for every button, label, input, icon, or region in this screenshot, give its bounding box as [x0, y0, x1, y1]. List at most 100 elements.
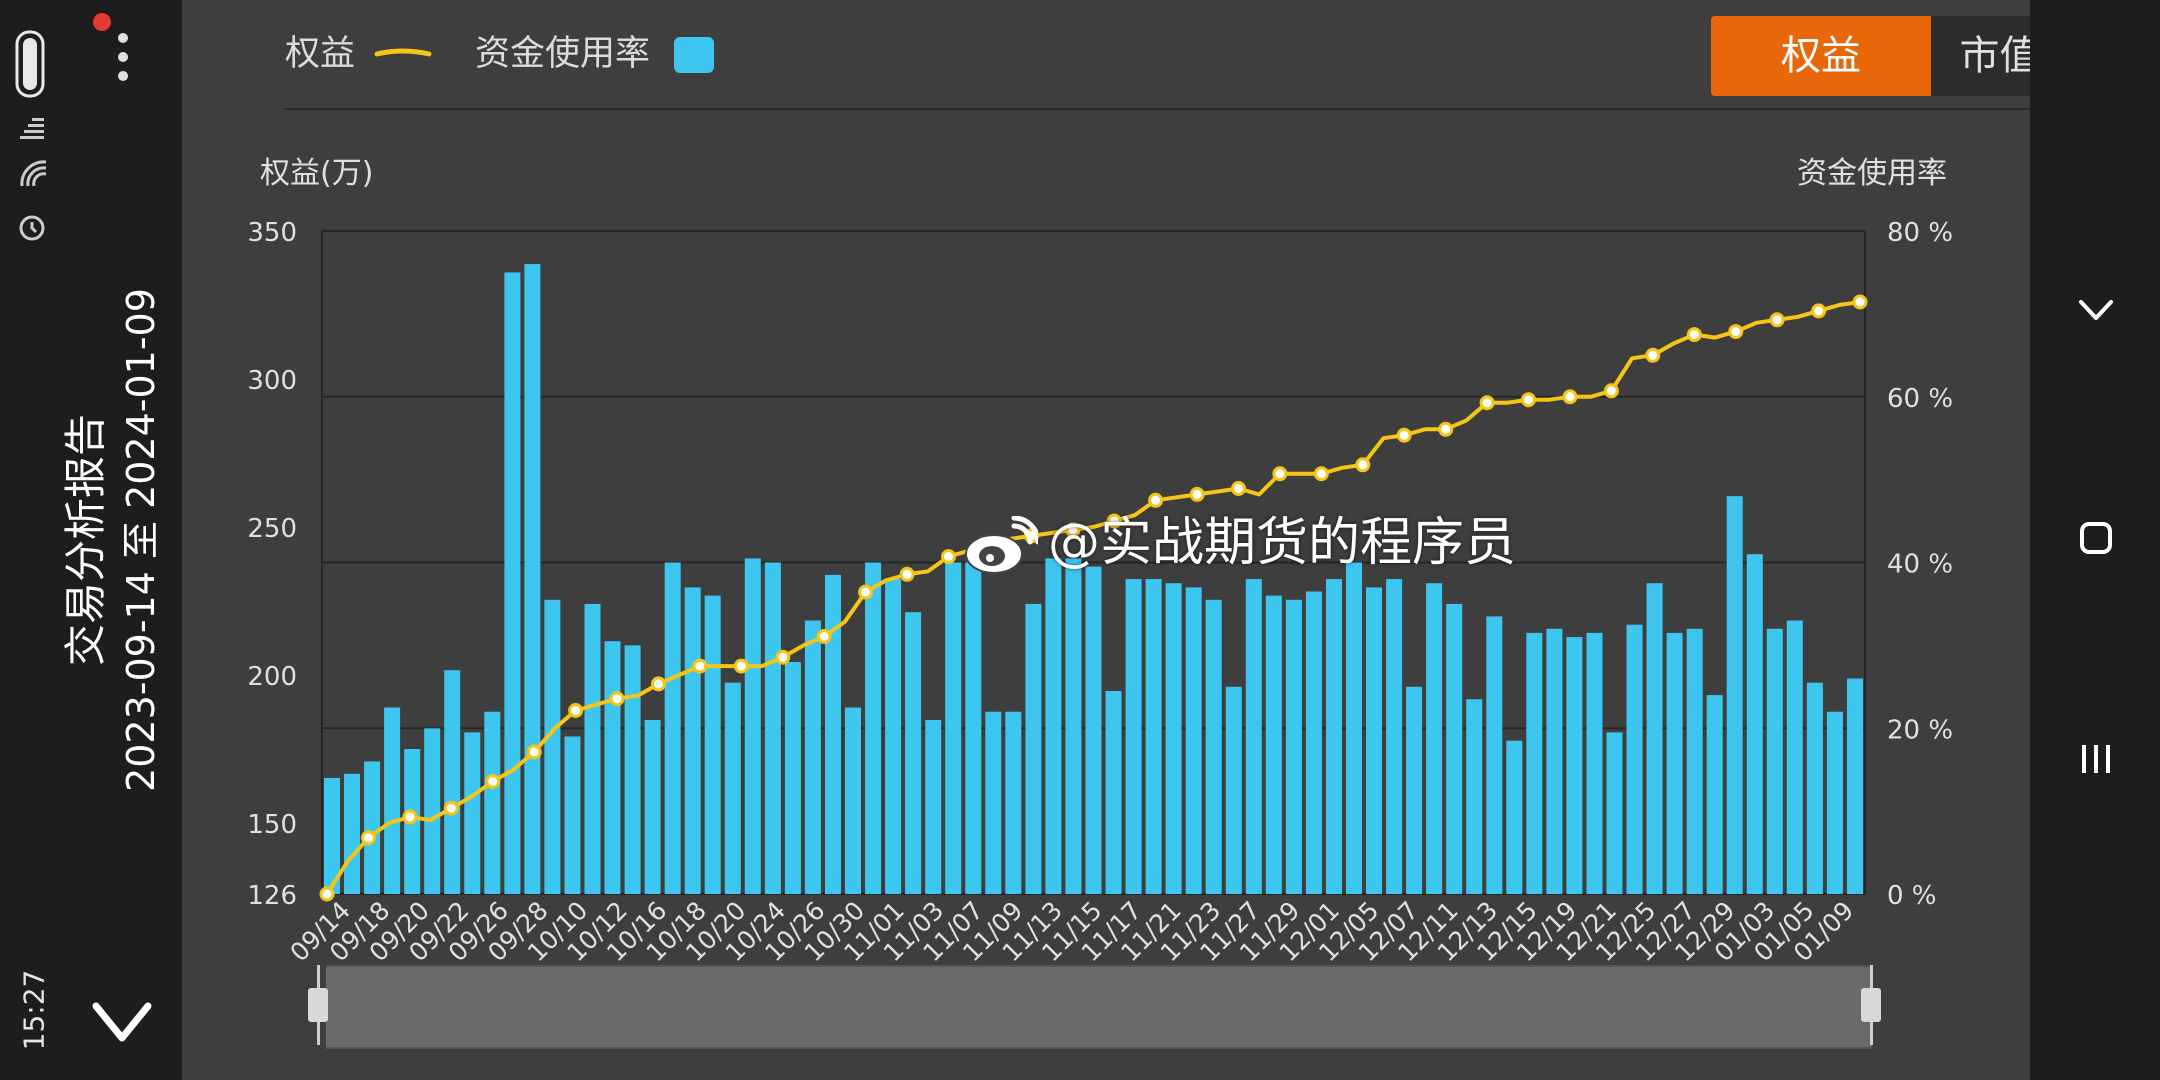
usage-bar	[384, 707, 401, 894]
equity-point	[858, 584, 874, 600]
y-tick-label: 300	[247, 366, 297, 396]
usage-bar	[1466, 699, 1483, 894]
y2-tick-label: 20 %	[1887, 715, 1953, 745]
equity-point	[1313, 466, 1329, 482]
equity-point	[1106, 513, 1122, 529]
usage-bar	[1145, 579, 1162, 894]
y2-axis-title: 资金使用率	[1797, 156, 1947, 191]
usage-bar	[1125, 579, 1142, 894]
y-tick-label: 250	[247, 514, 297, 544]
legend-divider	[284, 108, 2147, 110]
usage-bar	[1005, 711, 1022, 894]
legend-usage-label: 资金使用率	[475, 34, 651, 74]
usage-bar	[1786, 620, 1803, 894]
y-tick-label: 350	[247, 218, 297, 248]
home-button-icon[interactable]	[2078, 520, 2114, 556]
usage-bar	[825, 574, 841, 894]
equity-point	[1645, 347, 1661, 363]
y-tick-label: 126	[247, 881, 297, 911]
y2-tick-label: 40 %	[1887, 550, 1953, 580]
report-date-range: 2023-09-14 至 2024-01-09	[119, 288, 163, 792]
dropdown-chevron-icon[interactable]	[2078, 298, 2114, 324]
equity-point	[1355, 457, 1371, 473]
usage-bar	[1526, 632, 1543, 894]
usage-bar	[1606, 732, 1623, 894]
usage-bar	[784, 662, 801, 894]
usage-bar	[1205, 599, 1222, 894]
usage-bar	[1646, 583, 1663, 894]
equity-point	[568, 703, 584, 718]
usage-bar	[1185, 587, 1202, 894]
equity-point	[1728, 324, 1744, 340]
equity-usage-chart: 权益(万) 资金使用率 0 % 20 % 40 % 60 % 80 % 126 150 200 25…	[247, 156, 1953, 967]
equity-point	[941, 549, 956, 565]
equity-point	[402, 809, 418, 825]
equity-point	[899, 566, 915, 582]
range-slider-right-grip[interactable]	[1861, 988, 1881, 1022]
equity-point	[1479, 395, 1495, 411]
usage-bar	[1326, 579, 1342, 894]
usage-bar	[905, 612, 922, 894]
usage-bar	[544, 599, 561, 894]
equity-point	[1438, 421, 1454, 437]
usage-bar	[624, 645, 641, 894]
watermark-text: @实战期货的程序员	[1048, 513, 1517, 573]
equity-point	[733, 658, 749, 674]
usage-bar	[985, 711, 1002, 894]
usage-bar	[1045, 558, 1062, 894]
usage-bar	[885, 579, 902, 894]
usage-bar	[945, 562, 962, 894]
equity-point	[360, 830, 376, 846]
legend-equity-swatch	[374, 48, 432, 57]
y-axis-title: 权益(万)	[260, 156, 373, 191]
usage-bar	[1265, 595, 1282, 894]
collapse-chevron-icon[interactable]	[92, 1000, 152, 1044]
report-title: 交易分析报告	[61, 414, 110, 667]
usage-bar	[1566, 637, 1583, 894]
equity-point	[1148, 492, 1164, 508]
usage-bar	[364, 761, 381, 894]
equity-point	[1811, 303, 1827, 319]
usage-bar	[1426, 583, 1443, 894]
equity-point	[1231, 481, 1246, 496]
equity-point	[319, 886, 335, 902]
y-tick-label: 200	[247, 662, 297, 692]
usage-bar	[1065, 558, 1082, 894]
usage-bar	[1486, 616, 1503, 894]
more-menu-icon[interactable]	[114, 30, 132, 84]
notification-dot-icon	[93, 13, 111, 31]
range-slider-left-grip[interactable]	[308, 988, 328, 1022]
alarm-icon	[19, 215, 45, 241]
usage-bar	[684, 587, 701, 894]
watermark: @实战期货的程序员	[962, 508, 1516, 578]
usage-bar	[1706, 695, 1723, 894]
y-tick-label: 150	[247, 810, 297, 840]
usage-bar	[644, 720, 661, 894]
legend-usage-swatch	[674, 37, 714, 73]
equity-point	[443, 800, 459, 816]
usage-bar	[1346, 562, 1362, 894]
usage-bar	[584, 603, 601, 894]
equity-point	[1521, 392, 1536, 408]
usage-bar	[1766, 628, 1783, 894]
equity-point	[1603, 383, 1619, 399]
usage-bar	[324, 778, 340, 894]
status-bar: 交易分析报告 2023-09-14 至 2024-01-09 15:27	[0, 0, 182, 1080]
equity-toggle-button[interactable]: 权益	[1711, 16, 1931, 96]
usage-bar	[464, 732, 481, 894]
usage-bar	[1666, 632, 1683, 894]
recent-apps-icon[interactable]	[2076, 742, 2116, 776]
usage-bar	[524, 264, 541, 895]
status-time: 15:27	[17, 969, 51, 1051]
usage-bar	[1686, 628, 1703, 894]
usage-bar	[1305, 591, 1322, 894]
usage-bar	[1386, 579, 1403, 894]
range-slider[interactable]	[326, 965, 1872, 1049]
equity-point	[651, 676, 666, 692]
usage-bar	[1225, 686, 1242, 894]
usage-bar	[1105, 691, 1122, 894]
usage-bar	[604, 641, 621, 894]
usage-bar	[1586, 632, 1603, 894]
usage-bar	[724, 682, 741, 894]
